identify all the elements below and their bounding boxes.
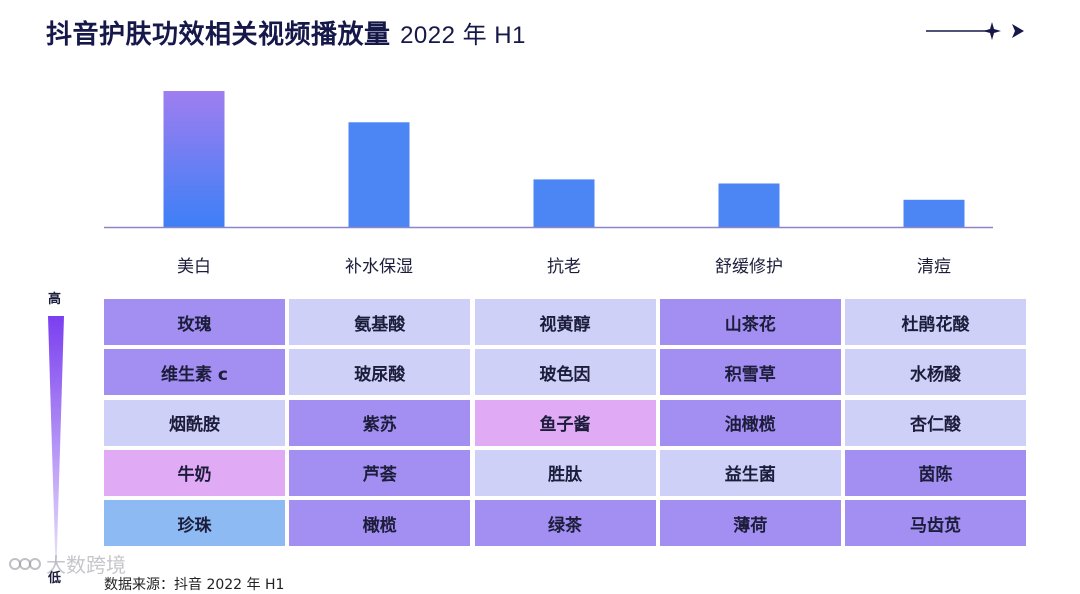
- scale-gradient-wedge: [48, 316, 64, 566]
- title-main: 抖音护肤功效相关视频播放量: [46, 20, 391, 50]
- ingredient-cell: 玻色因: [474, 349, 656, 396]
- watermark-text: 大数跨境: [46, 553, 126, 577]
- category-label-5: 清痘: [917, 257, 951, 277]
- ingredient-cell: 橄榄: [289, 500, 471, 547]
- bar-1: [163, 91, 225, 227]
- page-title: 抖音护肤功效相关视频播放量 2022 年 H1: [46, 14, 526, 51]
- ingredient-cell: 益生菌: [659, 449, 841, 496]
- ingredient-cell: 山茶花: [659, 299, 841, 345]
- ingredient-cell: 水杨酸: [845, 349, 1026, 396]
- scale-high-label: 高: [48, 292, 62, 307]
- ingredient-cell: 鱼子酱: [474, 399, 656, 446]
- category-label-4: 舒缓修护: [715, 257, 783, 277]
- ingredient-cell: 氨基酸: [289, 299, 471, 345]
- category-label-3: 抗老: [547, 257, 581, 277]
- bar-3: [533, 179, 595, 227]
- ingredient-cell: 牛奶: [104, 449, 285, 496]
- bar-4: [718, 183, 780, 227]
- ingredient-cell: 珍珠: [104, 500, 285, 547]
- ingredient-cell: 紫苏: [289, 399, 471, 446]
- ingredient-cell: 玫瑰: [104, 299, 285, 345]
- category-label-1: 美白: [177, 257, 211, 277]
- bar-5: [903, 199, 965, 227]
- category-label-2: 补水保湿: [345, 257, 413, 277]
- ingredient-cell: 视黄醇: [474, 299, 656, 345]
- ingredient-grid: 玫瑰 氨基酸 视黄醇 山茶花 杜鹃花酸维生素 c 玻尿酸 玻色因 积雪草 水杨酸烟酰胺 紫苏 鱼子酱…: [104, 299, 1026, 547]
- ingredient-cell: 茵陈: [845, 449, 1026, 496]
- bar-chart: [104, 91, 993, 229]
- ingredient-cell: 绿茶: [474, 500, 656, 547]
- ingredient-cell: 维生素 c: [104, 349, 285, 396]
- sparkle-arrow-icon: [926, 22, 1024, 40]
- scale-low-label: 低: [48, 571, 62, 586]
- ingredient-cell: 马齿苋: [845, 500, 1026, 547]
- ingredient-cell: 积雪草: [659, 349, 841, 396]
- ingredient-cell: 芦荟: [289, 449, 471, 496]
- watermark-logo-icon: [9, 557, 41, 570]
- watermark: 大数跨境: [8, 549, 126, 578]
- ingredient-cell: 玻尿酸: [289, 349, 471, 396]
- ingredient-cell: 胜肽: [474, 449, 656, 496]
- ingredient-cell: 油橄榄: [659, 399, 841, 446]
- ingredient-cell: 杏仁酸: [845, 399, 1026, 446]
- ingredient-cell: 薄荷: [659, 500, 841, 547]
- bar-2: [348, 122, 410, 227]
- title-year: 2022 年 H1: [400, 22, 526, 49]
- footnote: 数据来源：抖音 2022 年 H1: [104, 577, 285, 593]
- ingredient-cell: 烟酰胺: [104, 399, 285, 446]
- ingredient-cell: 杜鹃花酸: [845, 299, 1026, 345]
